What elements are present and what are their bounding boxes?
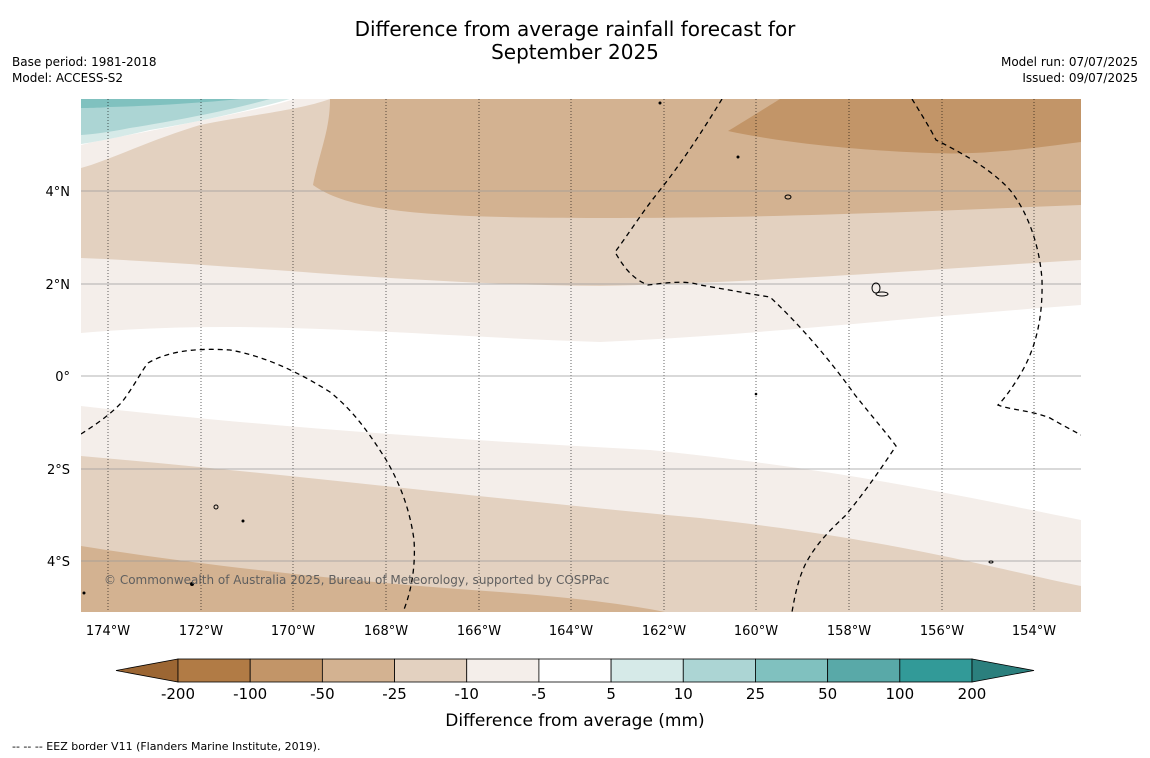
island-outline [784,194,792,200]
islands [82,101,994,595]
colorbar-segment [321,658,395,683]
latitude-tick-label: 4°S [47,555,70,570]
latitude-tick-label: 0° [55,370,70,385]
graticule [81,99,1081,612]
attribution-text: © Commonwealth of Australia 2025, Bureau… [104,573,609,587]
longitude-tick-label: 172°W [179,624,223,639]
colorbar-segment [682,658,756,683]
base-period-info: Base period: 1981-2018 Model: ACCESS-S2 [12,54,157,86]
eez-border-central [614,99,897,612]
issued-text: Issued: 09/07/2025 [1022,71,1138,85]
longitude-tick-label: 160°W [734,624,778,639]
colorbar-tick-label: 10 [674,685,693,703]
map-figure: © Commonwealth of Australia 2025, Bureau… [46,99,1081,731]
band-south-tan [81,456,1081,612]
latitude-labels: 4°N 2°N 0° 2°S 4°S [46,185,71,570]
chart-title: Difference from average rainfall forecas… [0,18,1150,64]
colorbar-segment [610,658,684,683]
colorbar-segment [394,658,468,683]
colorbar-tick-label: 200 [958,685,987,703]
island-dot [754,392,758,396]
longitude-tick-label: 168°W [364,624,408,639]
eez-legend-note: -- -- -- EEZ border V11 (Flanders Marine… [12,740,321,753]
colorbar-tick-label: -10 [454,685,479,703]
colorbar-tick-label: 5 [606,685,616,703]
rainfall-anomaly-field [81,99,1081,612]
colorbar-segment [466,658,540,683]
title-line-2: September 2025 [491,40,659,64]
longitude-labels: 174°W 172°W 170°W 168°W 166°W 164°W 162°W 160°W… [86,624,1056,639]
longitude-tick-label: 156°W [920,624,964,639]
colorbar-segment [827,658,901,683]
island-dot [241,519,245,523]
longitude-tick-label: 154°W [1012,624,1056,639]
island-dot [82,591,86,595]
island-dot [736,155,740,159]
base-period-text: Base period: 1981-2018 [12,55,157,69]
island-outline [875,291,889,297]
colorbar: -200 -100 -50 -25 -10 -5 5 10 25 50 100 200 [115,658,1035,703]
longitude-tick-label: 174°W [86,624,130,639]
model-run-text: Model run: 07/07/2025 [1000,55,1138,69]
model-text: Model: ACCESS-S2 [12,71,124,85]
colorbar-segment [249,658,323,683]
latitude-tick-label: 2°N [46,278,71,293]
colorbar-tick-label: -25 [382,685,407,703]
longitude-tick-label: 166°W [457,624,501,639]
colorbar-tick-label: -100 [233,685,267,703]
wet-corner-10to25 [81,99,270,135]
colorbar-segment [177,658,251,683]
eez-border-east [911,99,1081,436]
island-dot [658,101,662,105]
longitude-tick-label: 170°W [271,624,315,639]
colorbar-tick-label: -50 [310,685,335,703]
eez-border-kiribati-west [81,348,416,612]
eez-borders [81,99,1081,612]
colorbar-extend-low [115,658,179,683]
colorbar-tick-label: 25 [746,685,765,703]
colorbar-title: Difference from average (mm) [445,711,704,731]
colorbar-tick-label: 100 [885,685,914,703]
island-dot [190,582,194,586]
title-line-1: Difference from average rainfall forecas… [354,17,796,41]
island-outline [213,504,219,510]
colorbar-tick-label: -200 [161,685,195,703]
colorbar-segment [755,658,829,683]
latitude-tick-label: 2°S [47,463,70,478]
model-run-info: Model run: 07/07/2025 Issued: 09/07/2025 [1001,54,1138,86]
latitude-tick-label: 4°N [46,185,71,200]
colorbar-segment [899,658,973,683]
longitude-tick-label: 162°W [642,624,686,639]
island-outline [988,560,994,564]
longitude-tick-label: 158°W [827,624,871,639]
colorbar-segment [538,658,612,683]
colorbar-tick-label: 50 [818,685,837,703]
band-south-mid [81,546,665,612]
band-north-dark [728,99,1081,154]
colorbar-tick-label: -5 [531,685,546,703]
wet-corner-25to50 [81,99,240,108]
colorbar-extend-high [971,658,1035,683]
longitude-tick-label: 164°W [549,624,593,639]
